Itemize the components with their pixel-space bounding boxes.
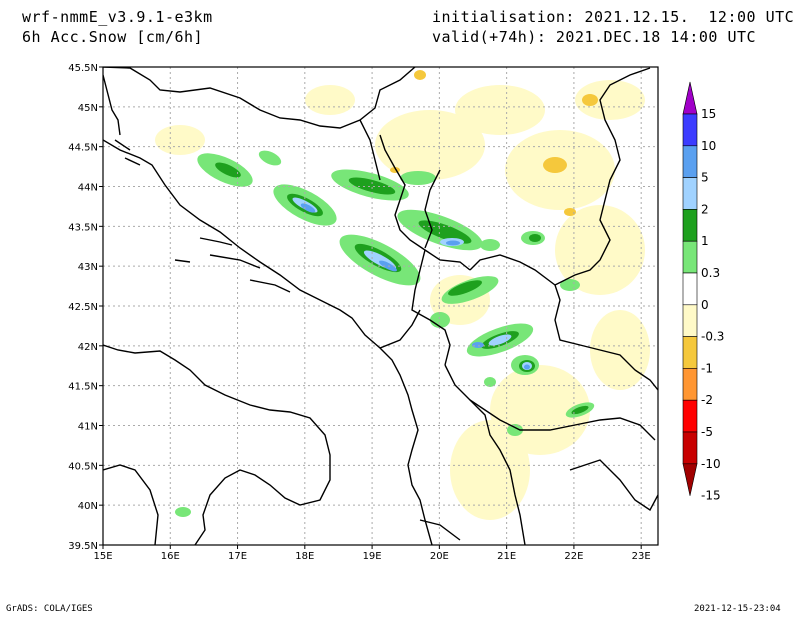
footer-credit: GrADS: COLA/IGES <box>6 604 93 614</box>
longitude-labels: 15E 16E 17E 18E 19E 20E 21E 22E 23E <box>93 545 651 562</box>
lat-label: 44N <box>78 183 98 194</box>
lat-label: 45.5N <box>68 63 98 74</box>
colorbar-swatch <box>682 368 698 401</box>
lat-label: 40.5N <box>68 461 98 472</box>
model-title: wrf-nmmE_v3.9.1-e3km <box>22 8 213 26</box>
lat-label: 42.5N <box>68 302 98 313</box>
pale-yellow-areas <box>155 80 650 520</box>
lat-label: 45N <box>78 103 98 114</box>
footer-timestamp: 2021-12-15-23:04 <box>694 604 781 614</box>
colorbar-swatch <box>682 145 698 178</box>
lon-label: 20E <box>430 551 449 562</box>
lon-label: 21E <box>497 551 516 562</box>
colorbar-label: -10 <box>701 457 721 471</box>
colorbar-bottom-arrow <box>682 463 698 496</box>
lat-label: 39.5N <box>68 541 98 552</box>
colorbar-label: 10 <box>701 139 716 153</box>
colorbar-swatch <box>682 399 698 433</box>
coastlines <box>103 67 658 545</box>
lon-label: 18E <box>295 551 314 562</box>
colorbar-swatch <box>682 431 698 465</box>
colorbar-label: -1 <box>701 361 713 375</box>
colorbar-label: -15 <box>701 489 721 503</box>
colorbar-label: 1 <box>701 234 709 248</box>
colorbar-label: -0.3 <box>701 330 724 344</box>
lat-label: 40N <box>78 501 98 512</box>
colorbar-swatch <box>682 209 698 242</box>
lon-label: 15E <box>93 551 112 562</box>
colorbar-label: 15 <box>701 107 716 121</box>
lat-label: 41N <box>78 422 98 433</box>
colorbar-swatch <box>682 272 698 306</box>
colorbar-label: 0 <box>701 298 709 312</box>
lat-label: 43.5N <box>68 222 98 233</box>
colorbar-label: 2 <box>701 202 709 216</box>
colorbar-label: 0.3 <box>701 266 720 280</box>
lat-label: 42N <box>78 342 98 353</box>
colorbar-label: -5 <box>701 425 713 439</box>
colorbar: 15 10 5 2 1 0.3 0 -0.3 -1 -2 -5 -10 -15 <box>682 81 724 503</box>
lat-label: 44.5N <box>68 143 98 154</box>
colorbar-label: 5 <box>701 171 709 185</box>
colorbar-swatch <box>682 177 698 210</box>
colorbar-swatch <box>682 336 698 369</box>
precip-fields <box>155 70 650 520</box>
variable-title: 6h Acc.Snow [cm/6h] <box>22 28 204 46</box>
lon-label: 19E <box>363 551 382 562</box>
valid-time-label: valid(+74h): 2021.DEC.18 14:00 UTC <box>432 28 757 46</box>
lon-label: 17E <box>228 551 247 562</box>
colorbar-top-arrow <box>682 81 698 115</box>
lon-label: 23E <box>632 551 651 562</box>
colorbar-swatch <box>682 304 698 337</box>
colorbar-label: -2 <box>701 393 713 407</box>
colorbar-swatch <box>682 240 698 274</box>
colorbar-swatch <box>682 113 698 147</box>
lat-label: 43N <box>78 262 98 273</box>
latitude-labels: 39.5N 40N 40.5N 41N 41.5N 42N 42.5N 43N 43.5N 44N… <box>68 63 103 552</box>
lon-label: 16E <box>161 551 180 562</box>
lon-label: 22E <box>564 551 583 562</box>
initialisation-label: initialisation: 2021.12.15. 12:00 UTC <box>432 8 795 26</box>
lat-label: 41.5N <box>68 382 98 393</box>
